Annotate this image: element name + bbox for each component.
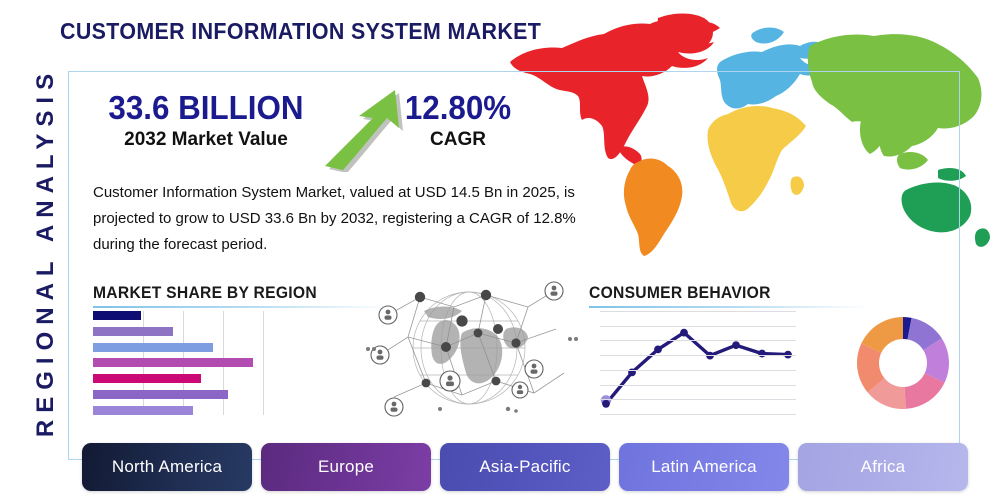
section-header-consumer-behavior: CONSUMER BEHAVIOR	[589, 283, 869, 308]
donut-segment	[861, 317, 903, 353]
kpi-market-value-caption: 2032 Market Value	[124, 129, 288, 150]
region-button-label: Asia-Pacific	[479, 457, 571, 476]
donut-segment	[867, 378, 906, 409]
donut-segment	[903, 317, 912, 340]
bar-chart-market-share	[93, 311, 293, 415]
map-region-asia	[807, 34, 982, 157]
region-button-africa[interactable]: Africa	[798, 443, 968, 491]
line-chart-marker	[654, 345, 662, 354]
growth-arrow-up-icon	[315, 82, 410, 173]
section-header-market-share-label: MARKET SHARE BY REGION	[93, 283, 317, 302]
map-region-india	[860, 116, 888, 154]
map-region-madagascar	[790, 176, 804, 195]
bar-chart-bar	[93, 374, 201, 384]
side-label-regional-analysis: REGIONAL ANALYSIS	[32, 66, 59, 438]
map-region-north-america	[510, 19, 720, 160]
network-globe-icon	[358, 277, 580, 419]
section-rule	[93, 306, 393, 308]
page-title: CUSTOMER INFORMATION SYSTEM MARKET	[60, 18, 542, 44]
bar-chart-bar	[93, 326, 173, 336]
bar-chart-bar	[93, 342, 213, 352]
region-button-latin-america[interactable]: Latin America	[619, 443, 789, 491]
region-button-asia-pacific[interactable]: Asia-Pacific	[440, 443, 610, 491]
line-chart-marker	[732, 341, 740, 350]
kpi-market-value-number: 33.6 BILLION	[108, 89, 304, 126]
donut-segment	[904, 373, 945, 409]
region-button-label: North America	[111, 457, 223, 476]
donut-chart-consumer-behavior	[852, 312, 954, 414]
line-chart-gridlines	[600, 311, 796, 416]
map-region-africa	[707, 106, 806, 212]
map-region-south-america	[623, 158, 683, 256]
kpi-row: 33.6 BILLION 2032 Market Value 12.80% CA…	[100, 88, 520, 173]
section-header-consumer-behavior-label: CONSUMER BEHAVIOR	[589, 283, 771, 302]
line-chart-consumer-behavior	[600, 311, 796, 416]
line-chart-marker	[602, 399, 610, 408]
bar-chart-bars	[93, 311, 293, 415]
map-region-new-zealand	[974, 228, 990, 247]
map-region-scandinavia	[751, 27, 784, 44]
section-rule	[589, 306, 869, 308]
region-button-label: Latin America	[651, 457, 757, 476]
map-region-japan	[940, 96, 956, 115]
kpi-cagr-number: 12.80%	[404, 89, 512, 126]
kpi-cagr: 12.80% CAGR	[388, 88, 528, 152]
line-chart-marker	[784, 350, 792, 359]
region-button-europe[interactable]: Europe	[261, 443, 431, 491]
region-button-row: North America Europe Asia-Pacific Latin Ame…	[82, 443, 968, 491]
line-chart-path	[604, 330, 790, 406]
donut-segment	[923, 338, 949, 383]
map-region-oceania	[901, 182, 972, 233]
map-region-europe	[717, 41, 828, 109]
kpi-cagr-caption: CAGR	[430, 129, 486, 150]
bar-chart-bar	[93, 358, 253, 368]
map-region-greenland	[657, 13, 713, 49]
region-button-north-america[interactable]: North America	[82, 443, 252, 491]
donut-chart-segments	[857, 317, 949, 409]
donut-segment	[857, 343, 885, 393]
lead-paragraph: Customer Information System Market, valu…	[93, 184, 576, 253]
region-button-label: Africa	[860, 457, 906, 476]
donut-segment	[907, 317, 942, 351]
region-button-label: Europe	[317, 457, 375, 476]
map-region-central-america	[618, 146, 642, 165]
world-map-icon	[492, 2, 1000, 270]
section-header-market-share: MARKET SHARE BY REGION	[93, 283, 393, 308]
bar-chart-bar	[93, 390, 228, 400]
line-chart-marker	[680, 328, 688, 337]
kpi-market-value: 33.6 BILLION 2032 Market Value	[100, 88, 312, 152]
bar-chart-bar	[93, 311, 141, 320]
map-region-sea	[897, 152, 928, 170]
bar-chart-bar	[93, 405, 193, 415]
